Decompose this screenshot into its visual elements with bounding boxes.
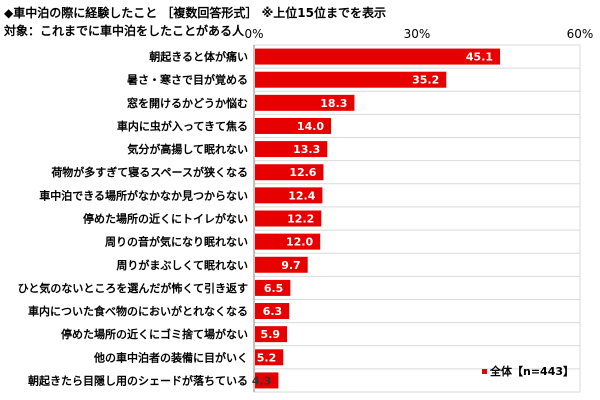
chart-subtitle: 対象：これまでに車中泊をしたことがある人 — [4, 24, 245, 38]
category-label: 車中泊できる場所がなかなか見つからない — [39, 188, 248, 202]
category-label: 他の車中泊者の装備に目がいく — [93, 350, 248, 364]
bar — [255, 210, 322, 227]
x-tick-label: 0% — [244, 27, 263, 41]
bar — [255, 187, 323, 204]
data-label: 6.5 — [264, 282, 284, 295]
category-label: 車内に虫が入ってきて焦る — [117, 119, 248, 133]
data-label: 4.3 — [252, 374, 272, 387]
category-label: 周りがまぶしくて眠れない — [116, 258, 248, 272]
bar — [255, 326, 288, 343]
category-label: 朝起きたら目隠し用のシェードが落ちている — [28, 373, 248, 387]
category-label: 停めた場所の近くにゴミ捨て場がない — [61, 327, 248, 341]
x-tick-label: 30% — [404, 27, 431, 41]
category-label: 車内についた食べ物のにおいがとれなくなる — [28, 304, 248, 318]
data-label: 45.1 — [466, 51, 493, 64]
data-label: 14.0 — [297, 120, 324, 133]
category-label: 暑さ・寒さで目が覚める — [127, 73, 248, 87]
bar — [255, 256, 308, 273]
data-label: 18.3 — [320, 97, 347, 110]
data-label: 12.4 — [288, 189, 315, 202]
data-label: 5.9 — [261, 328, 281, 341]
bar — [255, 164, 324, 181]
category-label: 停めた場所の近くにトイレがない — [83, 212, 248, 226]
bar — [255, 48, 501, 65]
data-label: 6.3 — [263, 305, 283, 318]
bar — [255, 141, 328, 158]
bar — [255, 233, 321, 250]
legend-swatch — [482, 369, 487, 374]
category-label: ひと気のないところを選んだが怖くて引き返す — [18, 281, 248, 295]
bar — [255, 71, 447, 88]
bar — [255, 279, 291, 296]
category-label: 朝起きると体が痛い — [149, 50, 248, 64]
category-label: 窓を開けるかどうか悩む — [127, 96, 248, 110]
category-label: 気分が高揚して眠れない — [127, 142, 248, 156]
data-label: 12.6 — [289, 166, 316, 179]
data-label: 12.0 — [286, 236, 313, 249]
bar — [255, 372, 279, 389]
data-label: 12.2 — [287, 213, 314, 226]
data-label: 5.2 — [257, 351, 277, 364]
legend-label: 全体【n=443】 — [489, 364, 574, 378]
bar — [255, 117, 332, 134]
category-label: 周りの音が気になり眠れない — [105, 235, 248, 249]
bar — [255, 303, 290, 320]
chart-title: ◆車中泊の際に経験したこと ［複数回答形式］ ※上位15位までを表示 — [4, 6, 386, 20]
data-label: 13.3 — [293, 143, 320, 156]
bar — [255, 349, 284, 366]
category-label: 荷物が多すぎて寝るスペースが狭くなる — [50, 165, 248, 179]
bar — [255, 94, 355, 111]
x-tick-label: 60% — [567, 27, 594, 41]
data-label: 35.2 — [412, 74, 439, 87]
data-label: 9.7 — [281, 259, 301, 272]
